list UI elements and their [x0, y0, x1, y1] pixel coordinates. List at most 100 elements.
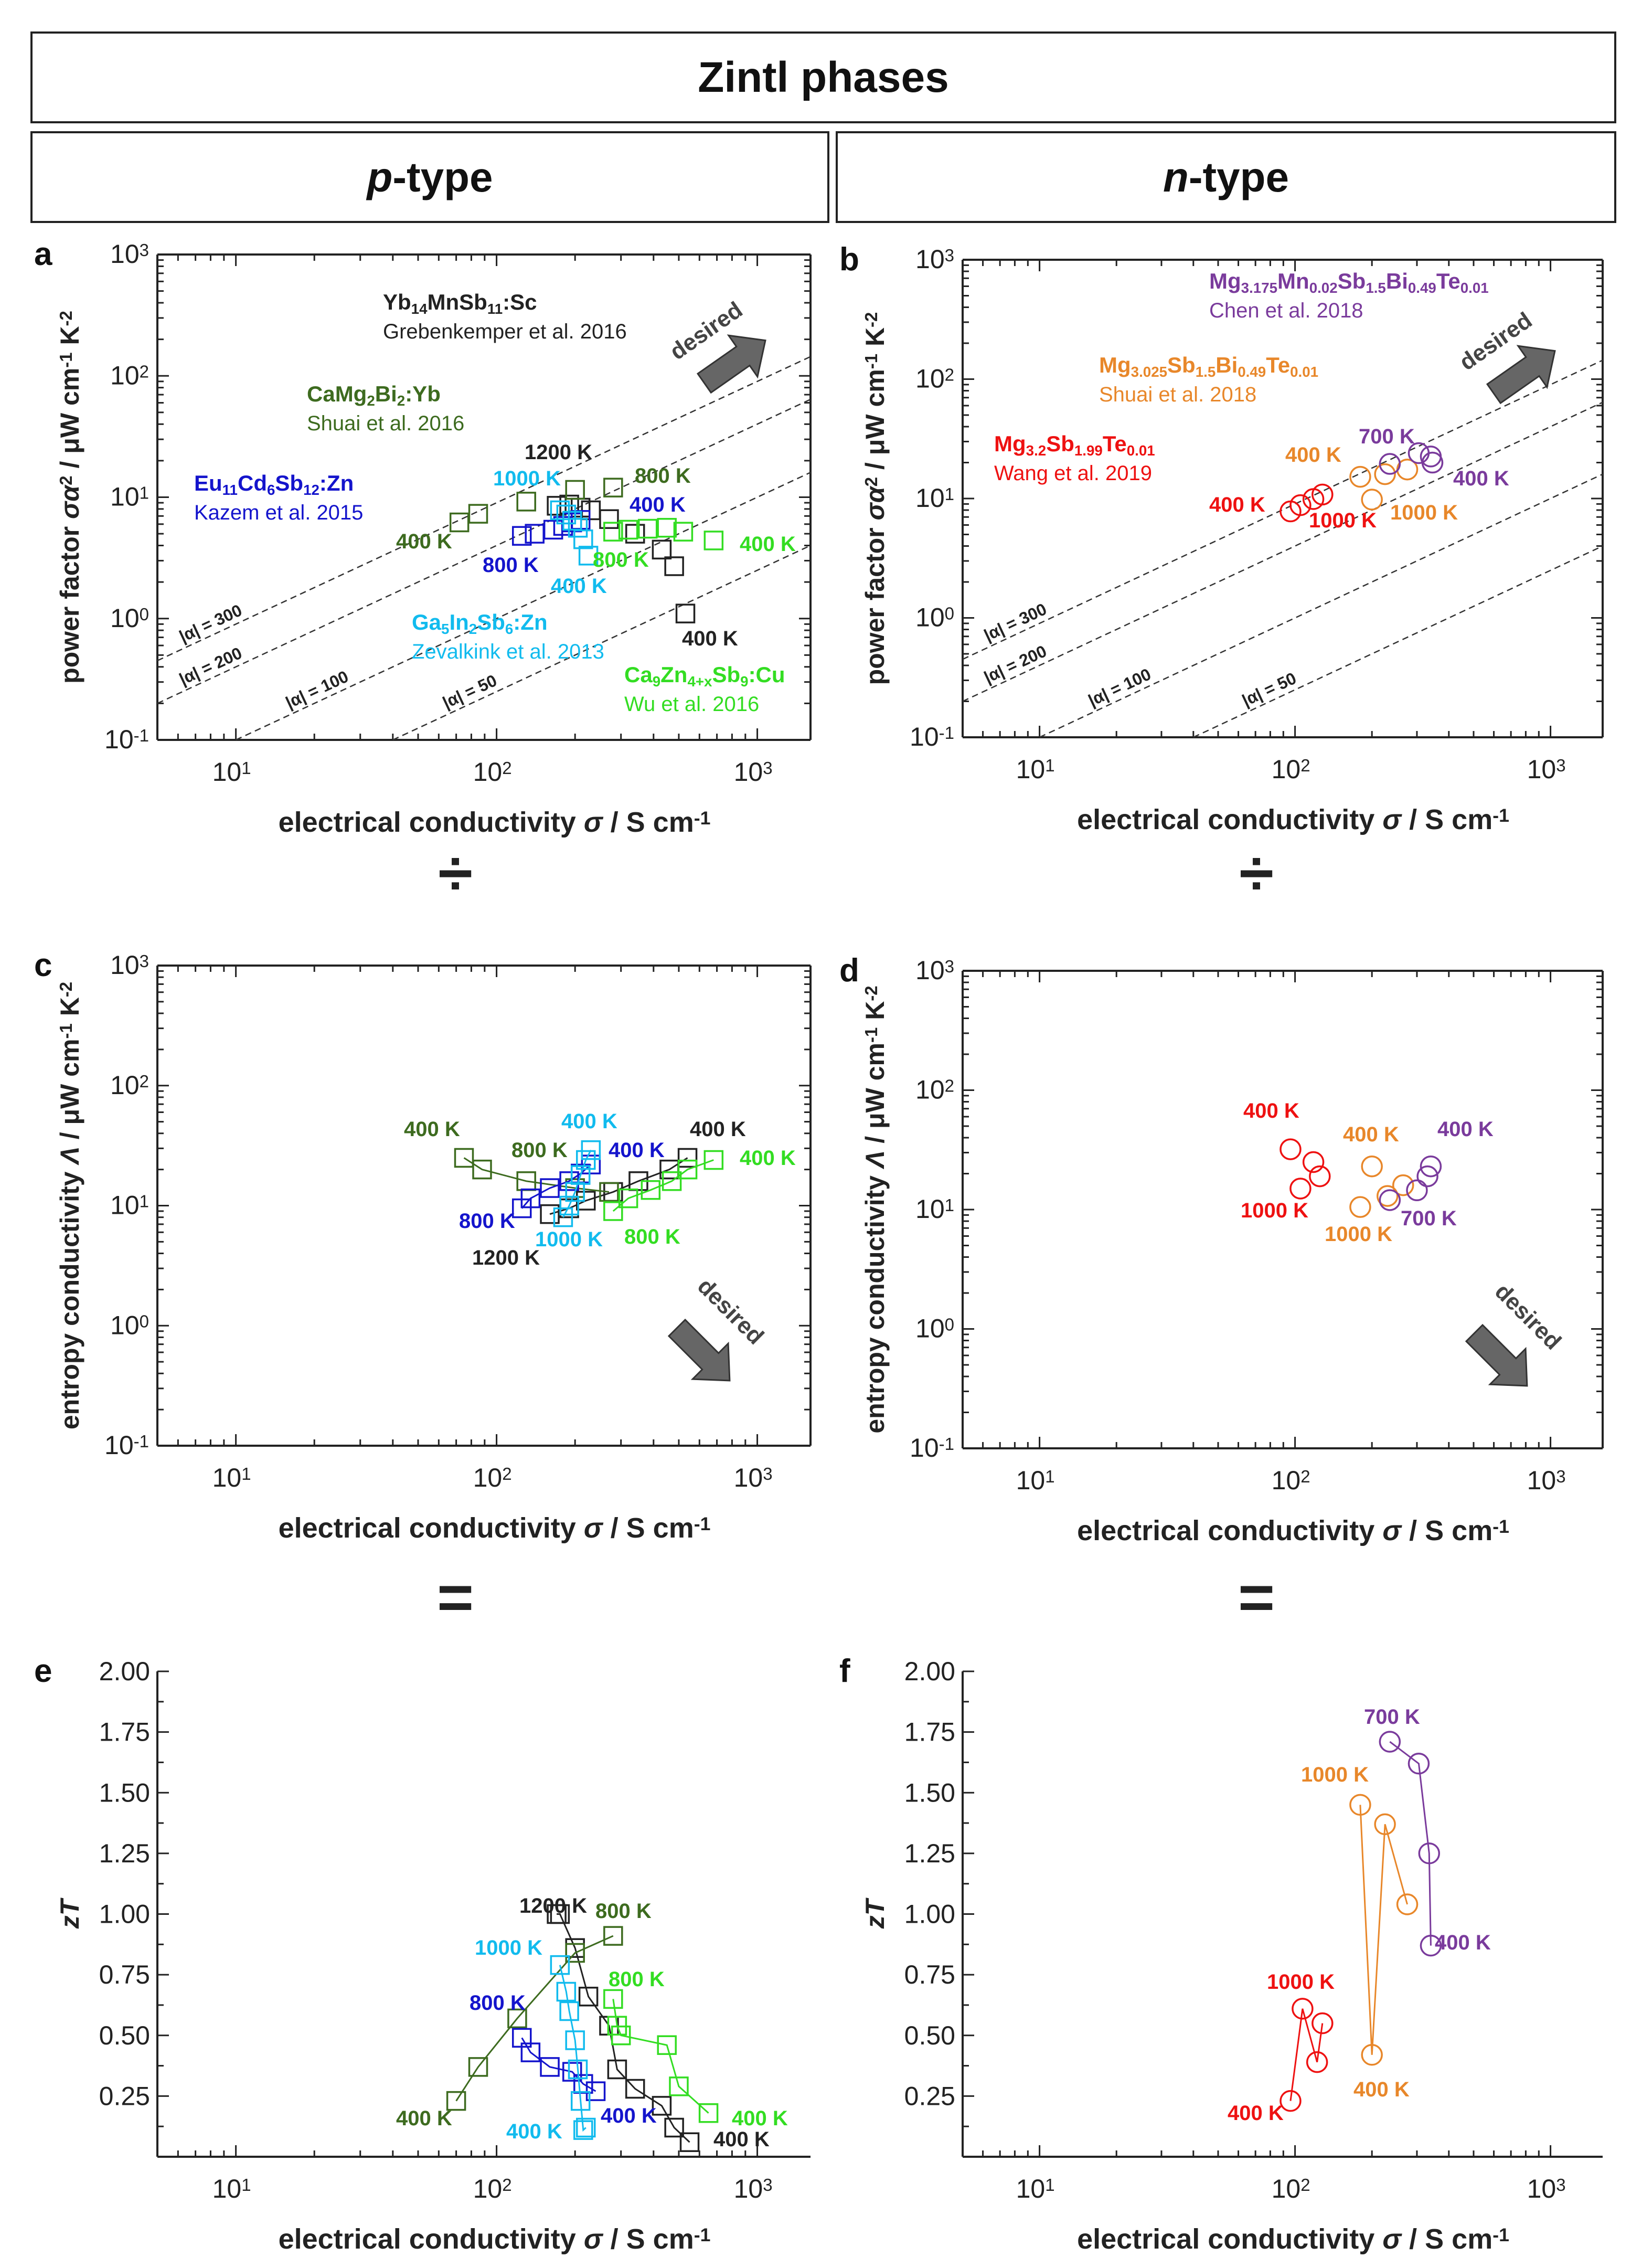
- y-tick-label-e: 0.75: [99, 1960, 150, 1989]
- data-point-d-1-3: [1392, 1174, 1414, 1196]
- x-axis-label-e: electrical conductivity σ / S cm-1: [279, 2223, 711, 2255]
- data-point-e-3-1: [556, 1981, 577, 2002]
- y-tick-label-c-part: 10: [110, 950, 140, 980]
- divide-operator-left: ÷: [438, 838, 473, 908]
- legend-ref-b-2: Wang et al. 2019: [994, 462, 1152, 485]
- legend-formula-a-2-part: 6: [267, 482, 275, 498]
- x-axis-label-f-part: electrical conductivity: [1077, 2223, 1382, 2255]
- data-point-c-1-4: [599, 1182, 619, 1202]
- y-tick-label-a-part: 10: [110, 361, 140, 390]
- legend-formula-a-2-part: Sb: [275, 471, 303, 495]
- temperature-label-b-0: 700 K: [1359, 425, 1415, 448]
- x-axis-label-f-part: -1: [1492, 2224, 1509, 2245]
- equals-operator-right: =: [1238, 1562, 1275, 1633]
- legend-formula-a-1: CaMg2Bi2:Yb: [307, 381, 441, 409]
- temperature-label-f-1: 400 K: [1435, 1931, 1491, 1954]
- y-axis-label-a-part: K: [55, 326, 84, 352]
- legend-formula-b-2: Mg3.2Sb1.99Te0.01: [994, 431, 1155, 459]
- data-point-e-0-7: [652, 2096, 672, 2116]
- legend-formula-b-0-part: 1.5: [1366, 280, 1386, 296]
- data-point-a-4-2: [637, 518, 658, 539]
- x-tick-label-b-part: 3: [1556, 756, 1565, 775]
- temperature-label-c-1: 800 K: [511, 1139, 568, 1162]
- panel-letter-d: d: [839, 952, 859, 989]
- y-axis-label-b-part: -2: [861, 312, 881, 327]
- data-point-e-2-1: [520, 2042, 541, 2062]
- series-line-f-0: [1289, 2008, 1324, 2101]
- legend-formula-a-2-part: 11: [222, 482, 238, 498]
- temperature-label-a-3: 400 K: [396, 530, 452, 553]
- temperature-label-f-4: 1000 K: [1267, 1970, 1335, 1994]
- data-point-d-1-0: [1349, 1196, 1371, 1218]
- x-axis-label-b-part: -1: [1492, 805, 1509, 826]
- series-line-e-4: [612, 1999, 709, 2114]
- y-tick-label-b-part: -1: [939, 723, 954, 743]
- legend-formula-b-2-part: Te: [1103, 431, 1127, 456]
- series-line-f-1: [1359, 1805, 1408, 2055]
- data-point-e-2-2: [540, 2057, 560, 2077]
- data-point-e-3-3: [565, 2030, 585, 2050]
- iso-alpha-label-a-200: |α| = 200: [176, 643, 245, 688]
- data-point-a-0-8: [675, 603, 696, 623]
- y-axis-label-b-part: power factor: [860, 520, 890, 685]
- data-point-a-3-2: [562, 511, 582, 531]
- y-tick-label-b: 103: [915, 245, 954, 274]
- x-tick-label-a-part: 10: [734, 757, 763, 787]
- legend-formula-a-3: Ga5In2Sb6:Zn: [412, 610, 548, 637]
- temperature-label-a-9: 400 K: [740, 533, 796, 556]
- legend-formula-a-0: Yb14MnSb11:Sc: [383, 290, 537, 317]
- data-point-c-0-0: [540, 1204, 560, 1224]
- data-point-a-0-6: [652, 539, 672, 560]
- n-type-title: n: [1163, 153, 1189, 200]
- y-tick-label-b-part: 10: [915, 364, 945, 394]
- y-axis-label-d: entropy conductivity Λ / μW cm-1 K-2: [860, 985, 890, 1433]
- y-tick-label-a: 102: [110, 361, 149, 390]
- y-tick-label-e: 1.00: [99, 1900, 150, 1929]
- x-axis-label-f-part: σ: [1382, 2223, 1402, 2255]
- data-point-c-4-5: [703, 1150, 724, 1170]
- panel-letter-f: f: [839, 1653, 850, 1689]
- y-tick-label-c: 100: [110, 1310, 149, 1340]
- data-point-f-0-1: [1292, 1998, 1314, 2020]
- legend-formula-a-0-part: Yb: [383, 290, 411, 314]
- data-point-e-3-0: [550, 1955, 570, 1975]
- y-axis-label-d-part: entropy conductivity: [860, 1168, 890, 1434]
- x-tick-label-d-part: 2: [1300, 1467, 1310, 1486]
- x-tick-label-e-part: 3: [763, 2175, 772, 2195]
- x-tick-label-d: 102: [1272, 1466, 1310, 1495]
- y-tick-label-e: 1.50: [99, 1778, 150, 1807]
- data-point-e-3-6: [573, 2120, 593, 2140]
- temperature-label-c-9: 800 K: [624, 1225, 680, 1248]
- series-line-c-1: [463, 1157, 610, 1193]
- figure-title-box: Zintl phases: [30, 31, 1616, 123]
- x-axis-label-b-part: σ: [1382, 804, 1402, 835]
- y-tick-label-c-part: 1: [140, 1191, 149, 1211]
- data-point-b-2-3: [1421, 451, 1444, 474]
- y-tick-label-c-part: 10: [110, 1310, 140, 1340]
- legend-formula-a-3-part: 6: [505, 621, 513, 637]
- data-point-e-0-3: [578, 1987, 599, 2007]
- data-point-d-0-0: [1280, 1138, 1302, 1160]
- y-tick-label-b-part: 10: [915, 603, 945, 632]
- data-point-a-4-5: [703, 531, 724, 550]
- temperature-label-f-5: 400 K: [1228, 2102, 1284, 2125]
- iso-alpha-line-b-200: [962, 401, 1603, 702]
- temperature-label-e-9: 400 K: [732, 2107, 788, 2130]
- legend-ref-a-3: Zevalkink et al. 2013: [412, 640, 604, 663]
- y-tick-label-a-part: 0: [140, 605, 149, 624]
- data-point-c-3-0: [553, 1207, 573, 1227]
- y-tick-label-b-part: 2: [945, 365, 954, 384]
- y-tick-label-d-part: 10: [915, 956, 945, 985]
- legend-formula-b-2-part: 0.01: [1127, 442, 1155, 459]
- y-axis-label-d-part: -1: [861, 1027, 881, 1043]
- iso-alpha-line-b-50: [1193, 545, 1603, 738]
- y-tick-label-d: 100: [915, 1314, 954, 1343]
- y-tick-label-a-part: 10: [104, 725, 134, 754]
- x-axis-label-c-part: / S cm: [603, 1512, 694, 1544]
- data-point-f-2-1: [1408, 1753, 1430, 1775]
- y-axis-label-f: zT: [860, 1897, 890, 1929]
- legend-formula-a-0-part: :Sc: [503, 290, 537, 314]
- data-point-d-2-3: [1420, 1155, 1442, 1178]
- y-tick-label-a-part: 1: [140, 483, 149, 502]
- temperature-label-e-7: 400 K: [601, 2104, 657, 2127]
